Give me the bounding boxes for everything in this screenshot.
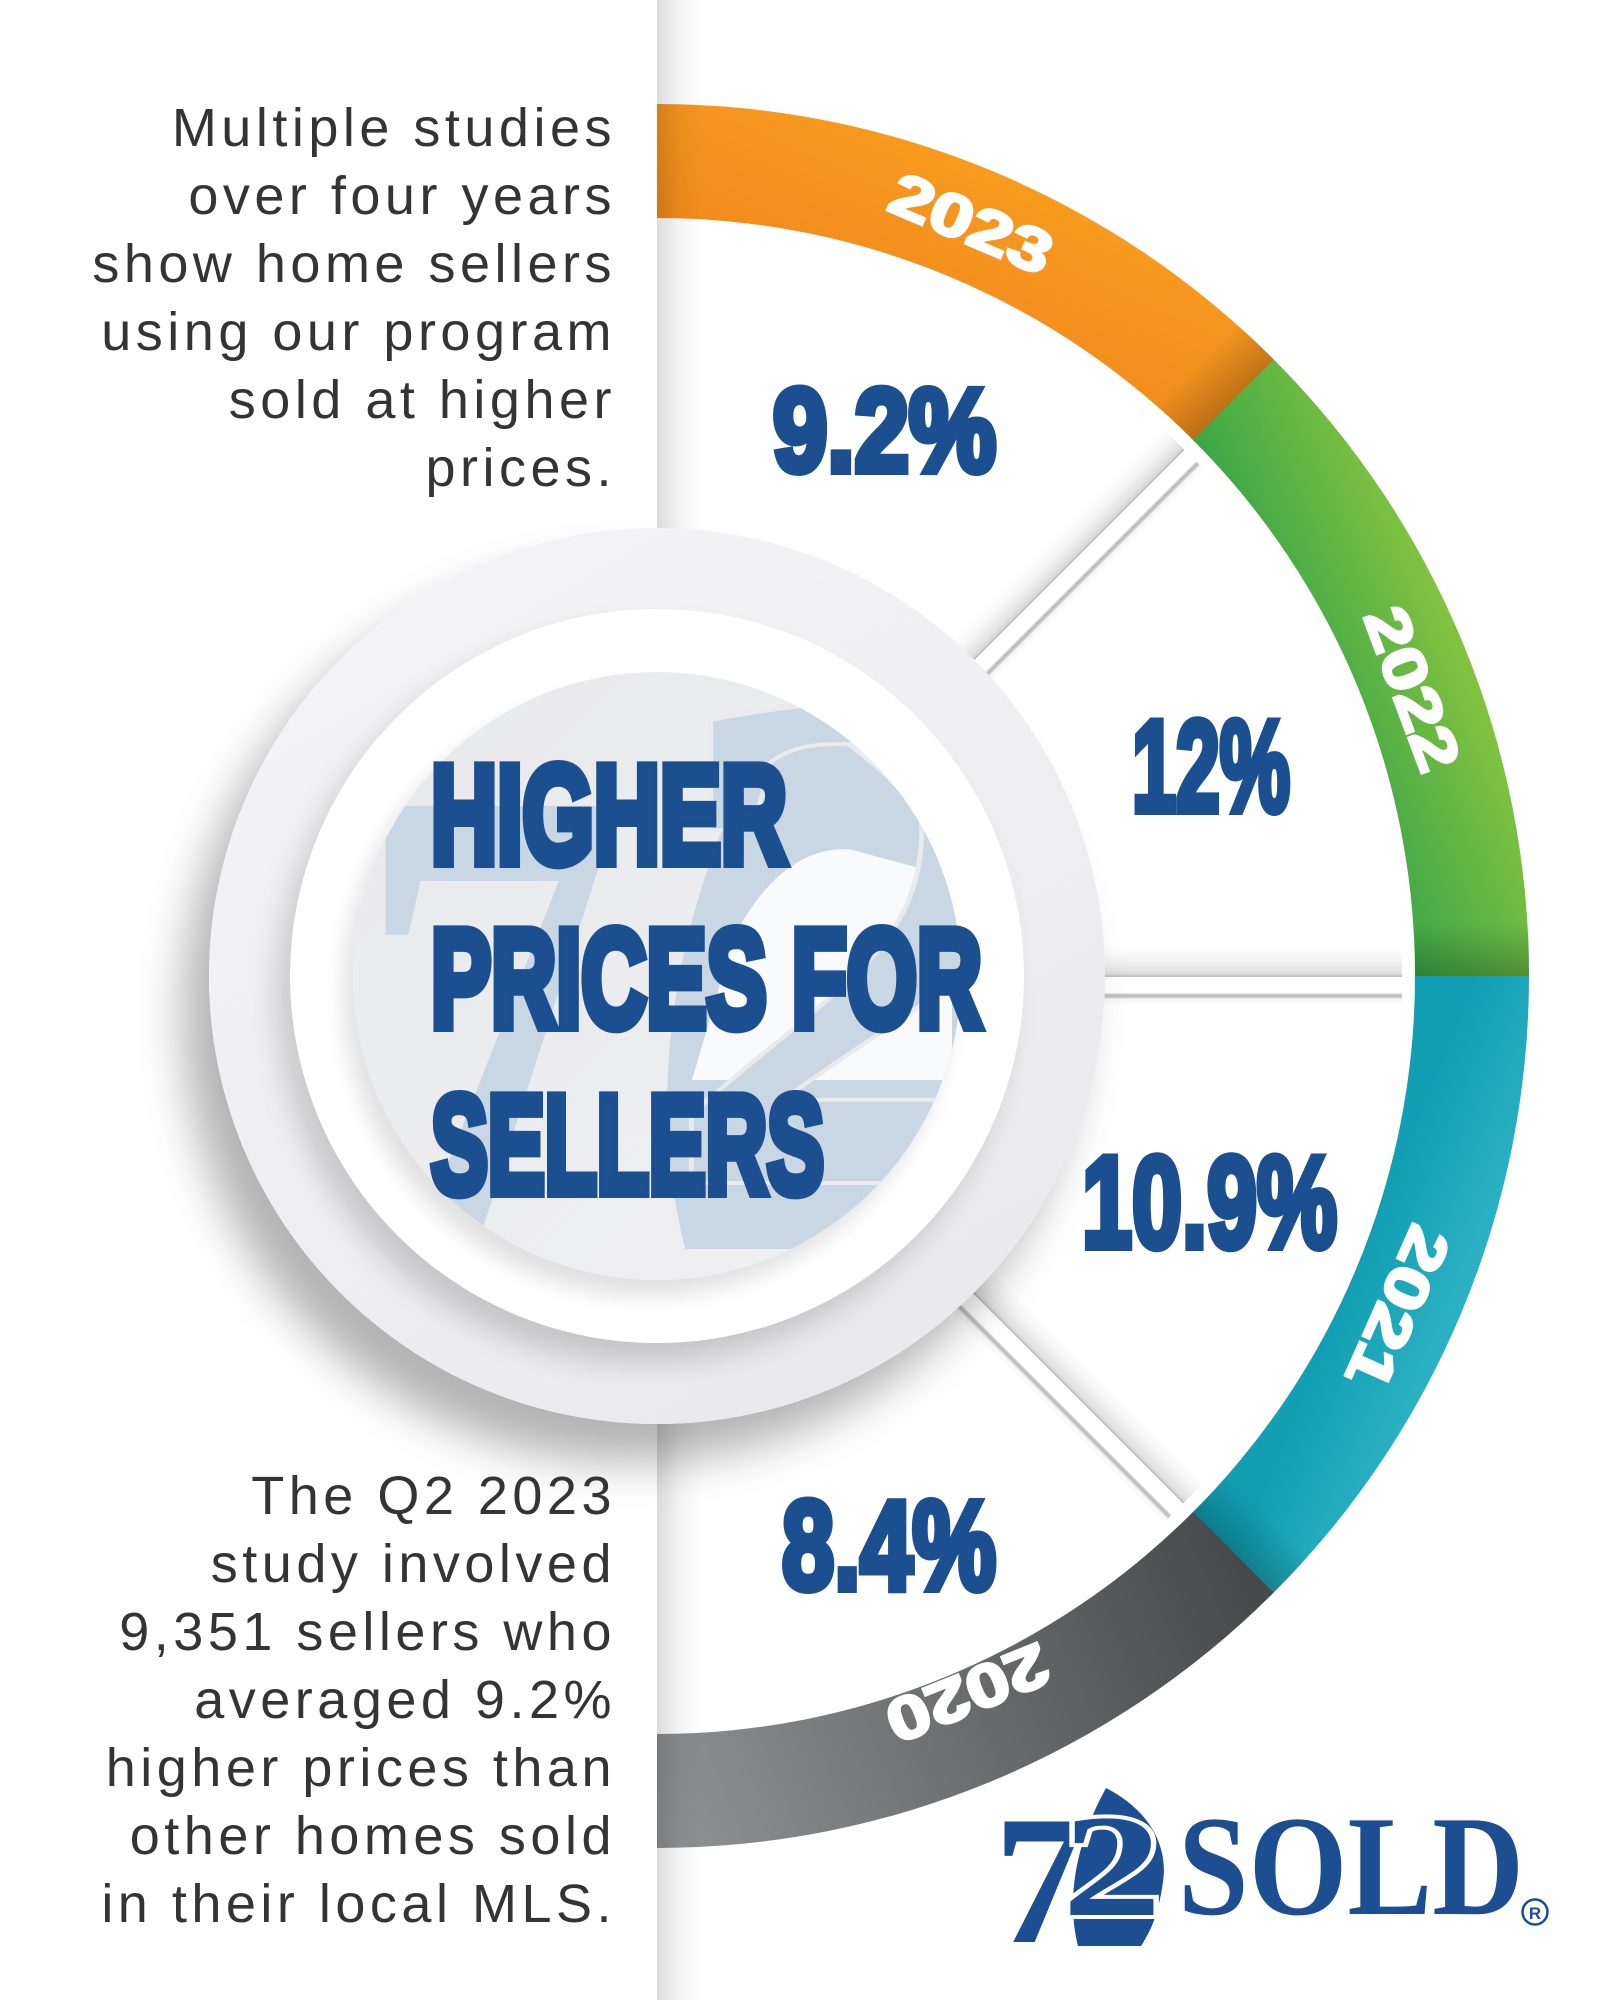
svg-text:9.2%: 9.2% <box>773 365 996 497</box>
svg-text:2: 2 <box>1062 1785 1162 1947</box>
svg-text:12%: 12% <box>1132 693 1290 839</box>
svg-text:8.4%: 8.4% <box>782 1475 996 1616</box>
svg-text:PRICES FOR: PRICES FOR <box>431 902 982 1057</box>
svg-text:HIGHER: HIGHER <box>431 738 787 893</box>
svg-text:7: 7 <box>994 1778 1086 1982</box>
svg-text:SELLERS: SELLERS <box>431 1068 824 1223</box>
svg-text:SOLD: SOLD <box>1178 1787 1524 1945</box>
svg-text:10.9%: 10.9% <box>1082 1129 1337 1275</box>
svg-text:R: R <box>1529 1904 1541 1923</box>
